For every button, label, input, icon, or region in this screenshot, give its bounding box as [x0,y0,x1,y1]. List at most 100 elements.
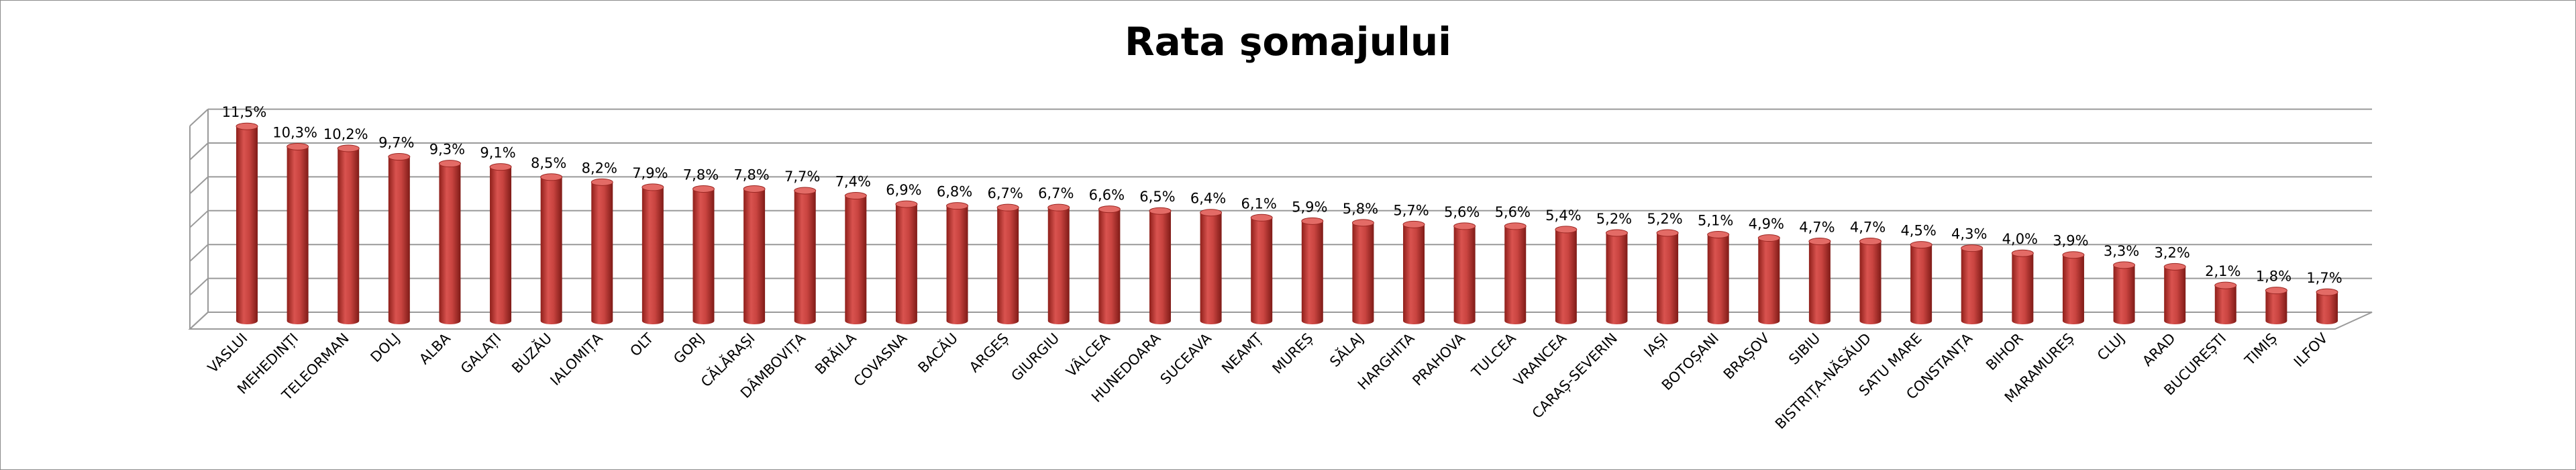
bar-top [2113,261,2136,269]
bar [794,190,816,324]
bar-top [2214,281,2237,289]
bar [1352,222,1374,324]
data-label: 7,7% [784,169,820,185]
bar-top [1047,203,1070,211]
bar-top [1910,241,1933,249]
category-label: BRAȘOV [1720,330,1773,382]
bar-top [1351,219,1374,227]
bar-top [590,178,613,186]
bar [2113,265,2135,324]
data-label: 6,7% [1038,185,1074,201]
category-label: ARGEȘ [966,330,1012,376]
data-label: 6,8% [937,184,972,200]
bar [1504,226,1527,324]
category-label: PRAHOVA [1409,330,1468,389]
data-label: 5,2% [1596,211,1632,227]
bar-top [1402,220,1425,228]
bar-top [1808,238,1831,246]
category-label: COVASNA [851,330,911,389]
bar-top [2062,251,2085,259]
bar [287,146,309,324]
data-label: 4,3% [1951,226,1987,242]
data-label: 5,2% [1647,211,1682,227]
bar [1606,232,1628,324]
floor [188,312,2373,330]
data-label: 6,6% [1089,187,1125,203]
data-label: 1,8% [2256,269,2291,285]
gridlines [188,108,2373,330]
bar [540,177,562,324]
bar [692,189,715,324]
category-label: ALBA [416,330,454,367]
category-label: IALOMIȚA [547,330,606,389]
bar [1453,226,1476,324]
bar [641,187,664,324]
gridline-side [189,142,209,160]
bar [895,204,917,324]
data-label: 8,5% [531,155,566,171]
gridline-side [189,176,209,195]
category-label: BIHOR [1983,330,2026,374]
bar-top [2011,249,2034,257]
bar [1859,241,1882,324]
data-label: 6,1% [1241,195,1277,211]
bar [490,167,512,324]
bar-top [1098,205,1121,214]
bar [946,205,968,324]
category-label: GALAȚI [458,330,505,377]
bar [2012,253,2034,324]
category-label: MUREȘ [1270,330,1317,377]
data-label: 4,7% [1850,220,1886,236]
bar [338,148,360,324]
data-label: 10,2% [323,126,368,142]
category-label: CARAȘ-SEVERIN [1529,330,1620,422]
bar [1251,218,1273,324]
category-label: BRĂILA [811,329,860,378]
data-label: 9,7% [378,135,414,151]
bar-top [1250,214,1273,222]
category-label: CLUJ [2094,330,2128,364]
bar [591,182,613,324]
bar-top [236,122,258,130]
data-label: 6,7% [987,185,1023,201]
data-label: 6,5% [1139,189,1175,205]
gridline-side [189,244,209,262]
data-label: 6,4% [1190,191,1226,207]
bar [1961,248,1983,324]
data-label: 5,6% [1495,204,1531,220]
data-label: 7,9% [632,165,668,181]
bar [1758,238,1780,324]
bar [1098,209,1121,324]
category-label: BISTRIȚA-NĂSĂUD [1771,329,1874,432]
data-label: 9,1% [480,145,515,161]
data-label: 4,0% [2002,231,2038,247]
category-label: VASLUI [205,330,251,377]
bar [1301,221,1323,324]
data-label: 3,9% [2053,233,2088,249]
bar [1808,241,1831,324]
data-label: 5,8% [1343,201,1378,217]
gridline-side [189,210,209,228]
bars [236,122,2338,324]
data-label: 6,9% [886,182,921,198]
bar-top [1961,244,1983,252]
bar [2214,285,2236,324]
chart-title: Rata şomajului [1124,19,1452,64]
data-label: 5,1% [1698,212,1733,228]
data-label: 5,4% [1545,207,1581,224]
data-label: 2,1% [2205,263,2240,279]
category-label: OLT [627,330,656,359]
category-label: TIMIȘ [2241,330,2280,369]
data-label: 9,3% [429,142,465,158]
bar-top [1859,238,1882,246]
bar-top [1453,222,1476,230]
bar [997,207,1019,324]
category-label: ARAD [2139,330,2178,369]
bar [1200,212,1222,324]
data-label: 5,6% [1444,204,1480,220]
bar [1047,207,1070,324]
bar [2316,292,2338,324]
bar [388,156,410,324]
bar-top [743,185,766,193]
